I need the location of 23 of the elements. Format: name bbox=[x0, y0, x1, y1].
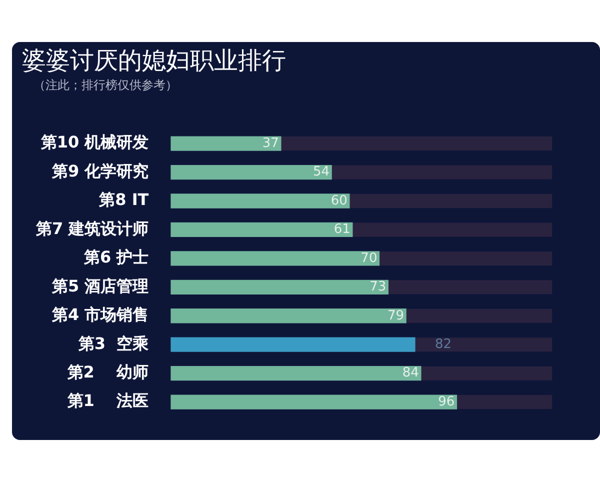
y-tick-label: 第3 空乘 bbox=[77, 334, 150, 353]
y-tick-label: 第5 酒店管理 bbox=[51, 276, 149, 296]
chart-subtitle: （注此；排行榜仅供参考） bbox=[22, 78, 178, 92]
y-tick-label: 第2 幼师 bbox=[66, 362, 149, 382]
data-label: 37 bbox=[262, 136, 279, 151]
y-tick-label: 第6 护士 bbox=[83, 248, 149, 267]
y-tick-label: 第1 法医 bbox=[66, 391, 149, 410]
data-label: 96 bbox=[438, 394, 455, 410]
y-tick-label: 第8 IT bbox=[98, 190, 149, 210]
y-tick-label: 第7 建筑设计师 bbox=[35, 218, 149, 238]
data-label: 82 bbox=[434, 336, 452, 352]
data-label: 79 bbox=[387, 308, 404, 324]
bar bbox=[170, 136, 282, 151]
data-label: 84 bbox=[402, 366, 419, 381]
y-tick-label: 第9 化学研究 bbox=[51, 161, 149, 180]
data-label: 60 bbox=[330, 193, 348, 208]
data-label: 73 bbox=[370, 280, 386, 295]
y-tick-label: 第4 市场销售 bbox=[51, 305, 149, 324]
data-label: 70 bbox=[360, 250, 378, 266]
data-label: 54 bbox=[313, 164, 330, 180]
y-tick-label: 第10 机械研发 bbox=[40, 132, 149, 152]
chart-title: 婆婆讨厌的媳妇职业排行 bbox=[22, 46, 286, 75]
data-label: 61 bbox=[334, 222, 350, 238]
